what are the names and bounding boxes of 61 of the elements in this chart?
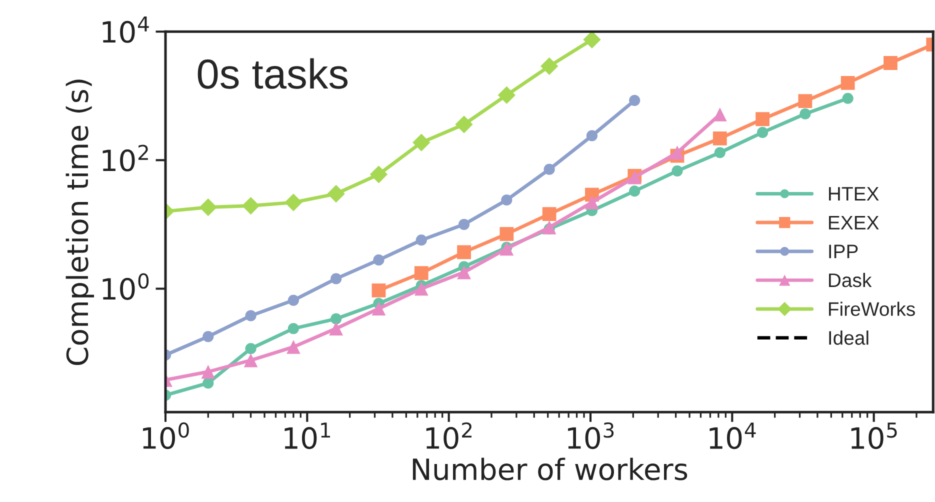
point <box>202 378 214 389</box>
point <box>500 242 514 256</box>
point <box>544 164 555 175</box>
text: 0s tasks <box>198 58 348 89</box>
point <box>800 108 811 120</box>
point <box>199 198 217 216</box>
point <box>242 196 260 215</box>
point <box>330 273 342 284</box>
point <box>201 364 216 379</box>
point <box>756 126 768 138</box>
point <box>501 194 512 206</box>
point <box>288 294 299 306</box>
y-axis-title: Completion time (s) <box>66 80 94 365</box>
point <box>629 186 640 197</box>
point <box>672 165 683 176</box>
point <box>540 57 558 76</box>
point <box>284 194 302 212</box>
point <box>245 343 256 354</box>
point <box>714 147 726 158</box>
point <box>670 146 684 160</box>
point <box>842 92 854 104</box>
x-tick-label: 10$^{1}$ <box>284 422 330 450</box>
x-tick-label: 10$^{4}$ <box>710 422 756 450</box>
point <box>583 32 601 48</box>
point <box>457 265 471 280</box>
point <box>712 107 727 122</box>
point <box>286 340 300 354</box>
x-tick-label: 10$^{5}$ <box>851 422 897 450</box>
point <box>372 302 386 316</box>
point <box>498 86 516 104</box>
point <box>202 331 214 342</box>
point <box>414 282 428 296</box>
point <box>244 353 258 368</box>
y-tick-label: 10$^{2}$ <box>102 144 148 172</box>
legend-label: EXEX <box>828 216 879 230</box>
point <box>373 254 384 266</box>
point <box>245 310 256 322</box>
legend-label: FireWorks <box>828 302 915 316</box>
legend-label: Dask <box>828 272 872 288</box>
point <box>455 116 473 134</box>
legend-label: Ideal <box>829 330 868 345</box>
point <box>542 220 556 234</box>
point <box>458 218 470 230</box>
point <box>329 322 344 336</box>
x-tick-label: 10$^{2}$ <box>426 422 472 450</box>
point <box>370 166 388 184</box>
point <box>330 313 342 324</box>
legend-label: HTEX <box>828 187 879 201</box>
x-axis-title: Number of workers <box>412 458 688 480</box>
point <box>416 234 427 246</box>
point <box>412 134 430 152</box>
point <box>586 130 598 142</box>
x-tick-label: 10$^{0}$ <box>143 422 189 450</box>
legend-label: IPP <box>829 244 858 258</box>
y-tick-label: 10$^{4}$ <box>102 16 149 43</box>
point <box>288 322 299 334</box>
x-tick-label: 10$^{3}$ <box>568 422 614 450</box>
y-tick-label: 10$^{0}$ <box>102 273 149 300</box>
point <box>629 94 640 106</box>
point <box>327 184 345 203</box>
point <box>585 195 599 210</box>
